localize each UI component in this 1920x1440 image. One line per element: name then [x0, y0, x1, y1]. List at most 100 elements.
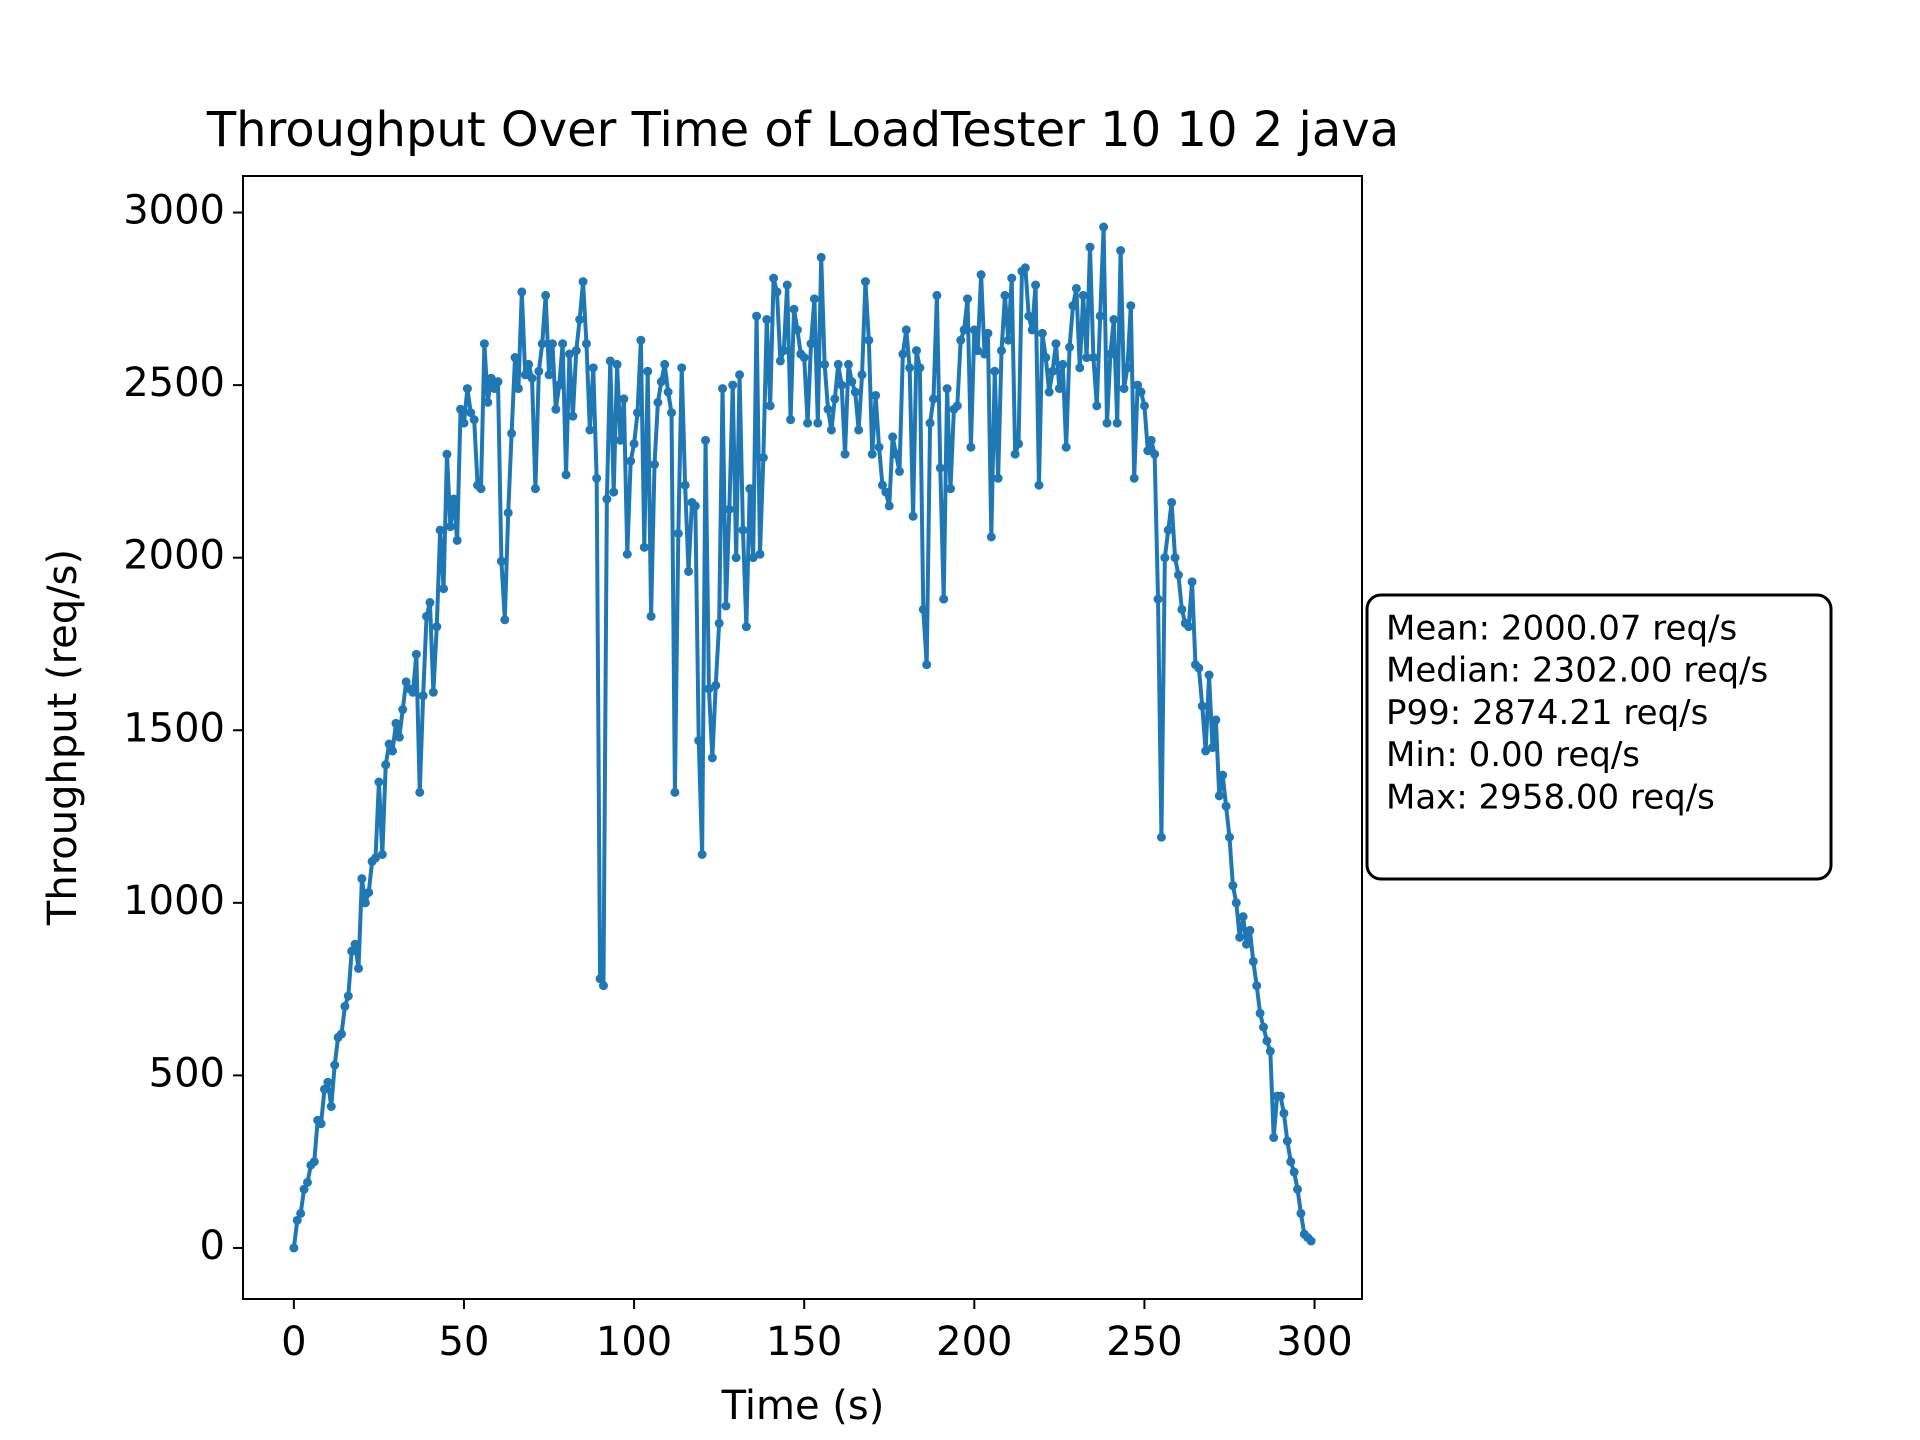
data-point	[1214, 791, 1224, 801]
data-point	[983, 328, 993, 338]
data-point	[534, 366, 544, 376]
data-point	[704, 684, 714, 694]
data-point	[769, 273, 779, 283]
data-point	[1031, 280, 1041, 290]
data-point	[833, 359, 843, 369]
data-point	[1044, 387, 1054, 397]
data-point	[466, 408, 476, 418]
data-point	[1238, 912, 1248, 922]
data-point	[1041, 353, 1051, 363]
data-point	[1000, 290, 1010, 300]
data-point	[1211, 715, 1221, 725]
data-point	[1027, 325, 1037, 335]
data-point	[602, 494, 612, 504]
data-point	[357, 874, 367, 884]
x-tick-label: 50	[439, 1319, 490, 1365]
data-point	[1286, 1157, 1296, 1167]
data-point	[1173, 570, 1183, 580]
data-point	[350, 939, 360, 949]
data-point	[823, 404, 833, 414]
data-point	[728, 380, 738, 390]
data-point	[469, 415, 479, 425]
data-point	[1231, 898, 1241, 908]
data-point	[364, 887, 374, 897]
data-point	[323, 1077, 333, 1087]
data-point	[701, 435, 711, 445]
data-point	[398, 705, 408, 715]
data-point	[775, 356, 785, 366]
stats-line: Mean: 2000.07 req/s	[1386, 609, 1737, 649]
data-point	[1245, 925, 1255, 935]
data-point	[1139, 401, 1149, 411]
data-point	[690, 501, 700, 511]
data-point	[425, 598, 435, 608]
data-point	[1078, 290, 1088, 300]
data-point	[1054, 384, 1064, 394]
data-point	[745, 484, 755, 494]
data-point	[653, 397, 663, 407]
data-point	[326, 1101, 336, 1111]
data-point	[632, 408, 642, 418]
data-point	[415, 787, 425, 797]
data-point	[1088, 353, 1098, 363]
data-point	[1099, 222, 1109, 232]
data-point	[809, 294, 819, 304]
data-point	[976, 270, 986, 280]
data-point	[735, 370, 745, 380]
data-point	[891, 449, 901, 459]
x-axis-label: Time (s)	[721, 1383, 885, 1429]
data-point	[1014, 439, 1024, 449]
data-point	[1082, 353, 1092, 363]
data-point	[847, 377, 857, 387]
data-point	[707, 753, 717, 763]
data-point	[908, 511, 918, 521]
data-point	[1167, 497, 1177, 507]
data-point	[969, 325, 979, 335]
data-point	[990, 366, 1000, 376]
data-point	[561, 470, 571, 480]
data-point	[799, 353, 809, 363]
y-tick-label: 1000	[123, 878, 225, 924]
data-point	[500, 615, 510, 625]
data-point	[724, 504, 734, 514]
data-point	[871, 390, 881, 400]
data-point	[513, 384, 523, 394]
data-point	[1051, 339, 1061, 349]
x-tick-label: 200	[936, 1319, 1012, 1365]
data-point	[650, 459, 660, 469]
data-point	[524, 359, 534, 369]
data-point	[503, 508, 513, 518]
data-point	[581, 339, 591, 349]
data-point	[564, 349, 574, 359]
data-point	[442, 449, 452, 459]
data-point	[422, 611, 432, 621]
data-point	[918, 604, 928, 614]
data-point	[411, 649, 421, 659]
data-point	[663, 387, 673, 397]
data-point	[347, 946, 357, 956]
data-point	[779, 346, 789, 356]
x-tick-label: 300	[1276, 1319, 1352, 1365]
data-point	[721, 601, 731, 611]
data-point	[850, 387, 860, 397]
data-point	[483, 397, 493, 407]
data-point	[1241, 939, 1251, 949]
data-point	[765, 401, 775, 411]
data-point	[1068, 301, 1078, 311]
data-point	[568, 411, 578, 421]
data-point	[619, 394, 629, 404]
data-point	[843, 359, 853, 369]
data-point	[319, 1084, 329, 1094]
data-point	[391, 718, 401, 728]
data-point	[1116, 246, 1126, 256]
data-point	[932, 290, 942, 300]
data-point	[905, 363, 915, 373]
data-point	[830, 394, 840, 404]
data-point	[877, 480, 887, 490]
data-point	[1034, 480, 1044, 490]
data-point	[973, 346, 983, 356]
data-point	[980, 349, 990, 359]
data-point	[629, 439, 639, 449]
data-point	[1177, 604, 1187, 614]
data-point	[816, 252, 826, 262]
